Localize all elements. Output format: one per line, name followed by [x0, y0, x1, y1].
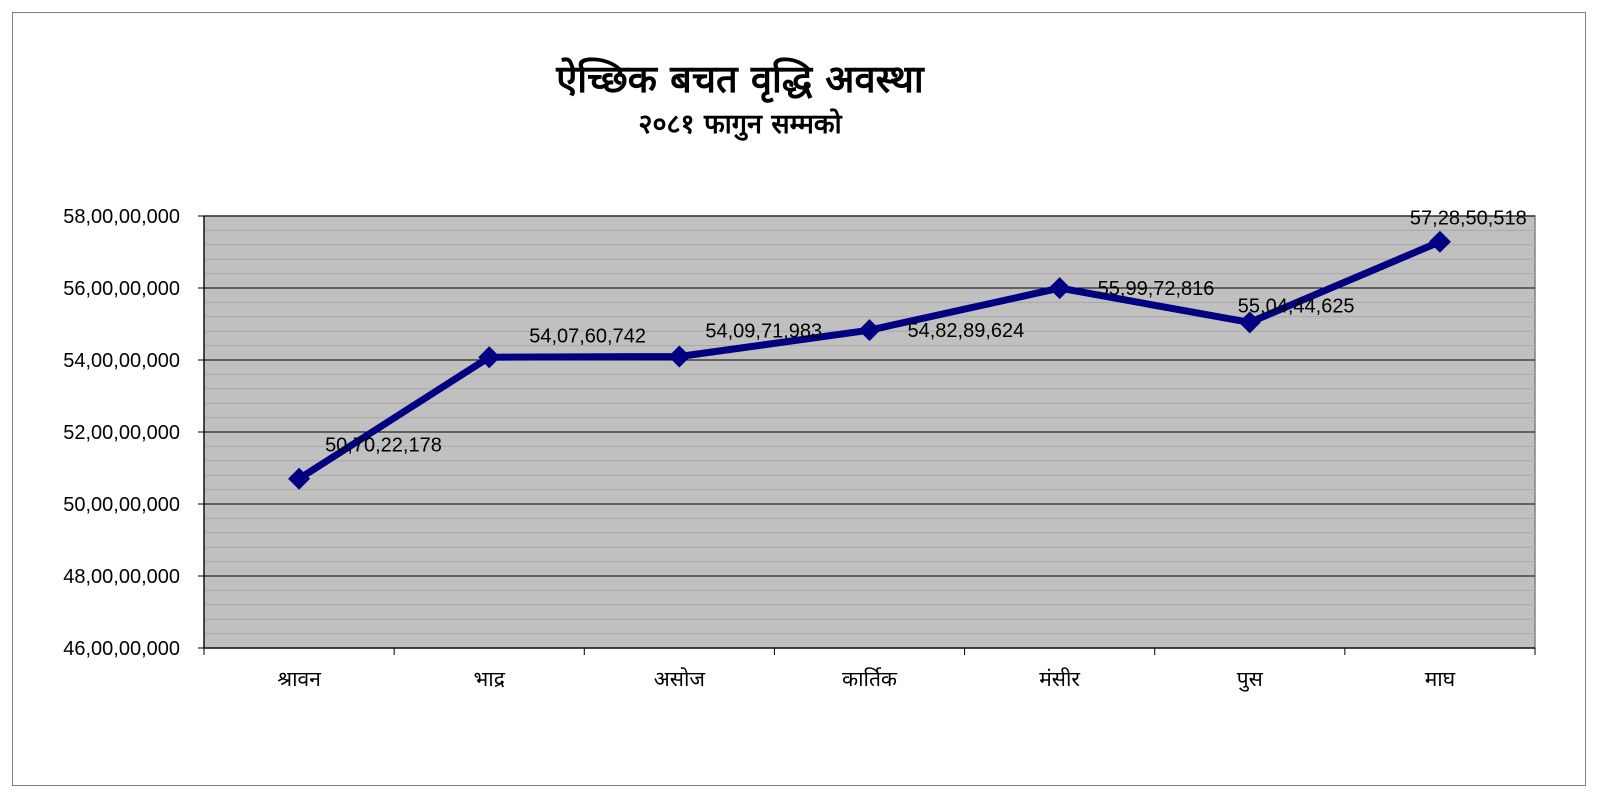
x-category-label: भाद्र: [474, 667, 506, 691]
y-tick-label: 52,00,00,000: [63, 422, 180, 444]
x-category-label: असोज: [654, 667, 706, 691]
data-label: 55,99,72,816: [1098, 278, 1215, 300]
x-category-label: माघ: [1425, 667, 1456, 691]
y-tick-label: 54,00,00,000: [63, 350, 180, 372]
data-point-marker: [1048, 277, 1071, 300]
data-point-marker: [478, 346, 501, 369]
x-category-label: मंसीर: [1039, 667, 1080, 691]
y-tick-label: 50,00,00,000: [63, 494, 180, 516]
y-tick-label: 46,00,00,000: [63, 638, 180, 660]
chart-subtitle: २०८१ फागुन सम्मको: [638, 109, 842, 140]
data-label: 54,82,89,624: [908, 320, 1025, 342]
data-point-marker: [288, 467, 311, 490]
data-label: 54,07,60,742: [529, 325, 646, 347]
chart-title: ऐच्छिक बचत वृद्धि अवस्था: [556, 57, 924, 101]
data-point-marker: [1428, 230, 1451, 253]
data-point-marker: [1238, 311, 1261, 334]
y-tick-label: 48,00,00,000: [63, 566, 180, 588]
data-point-marker: [858, 319, 881, 342]
y-tick-label: 56,00,00,000: [63, 278, 180, 300]
data-point-marker: [668, 345, 691, 368]
data-label: 54,09,71,983: [705, 321, 822, 343]
x-category-label: श्रावन: [277, 667, 321, 691]
x-category-label: कार्तिक: [842, 667, 898, 691]
data-label: 50,70,22,178: [325, 435, 442, 457]
x-category-label: पुस: [1237, 667, 1264, 692]
data-label: 55,04,44,625: [1238, 295, 1355, 317]
y-tick-label: 58,00,00,000: [63, 206, 180, 228]
data-label: 57,28,50,518: [1410, 208, 1527, 230]
